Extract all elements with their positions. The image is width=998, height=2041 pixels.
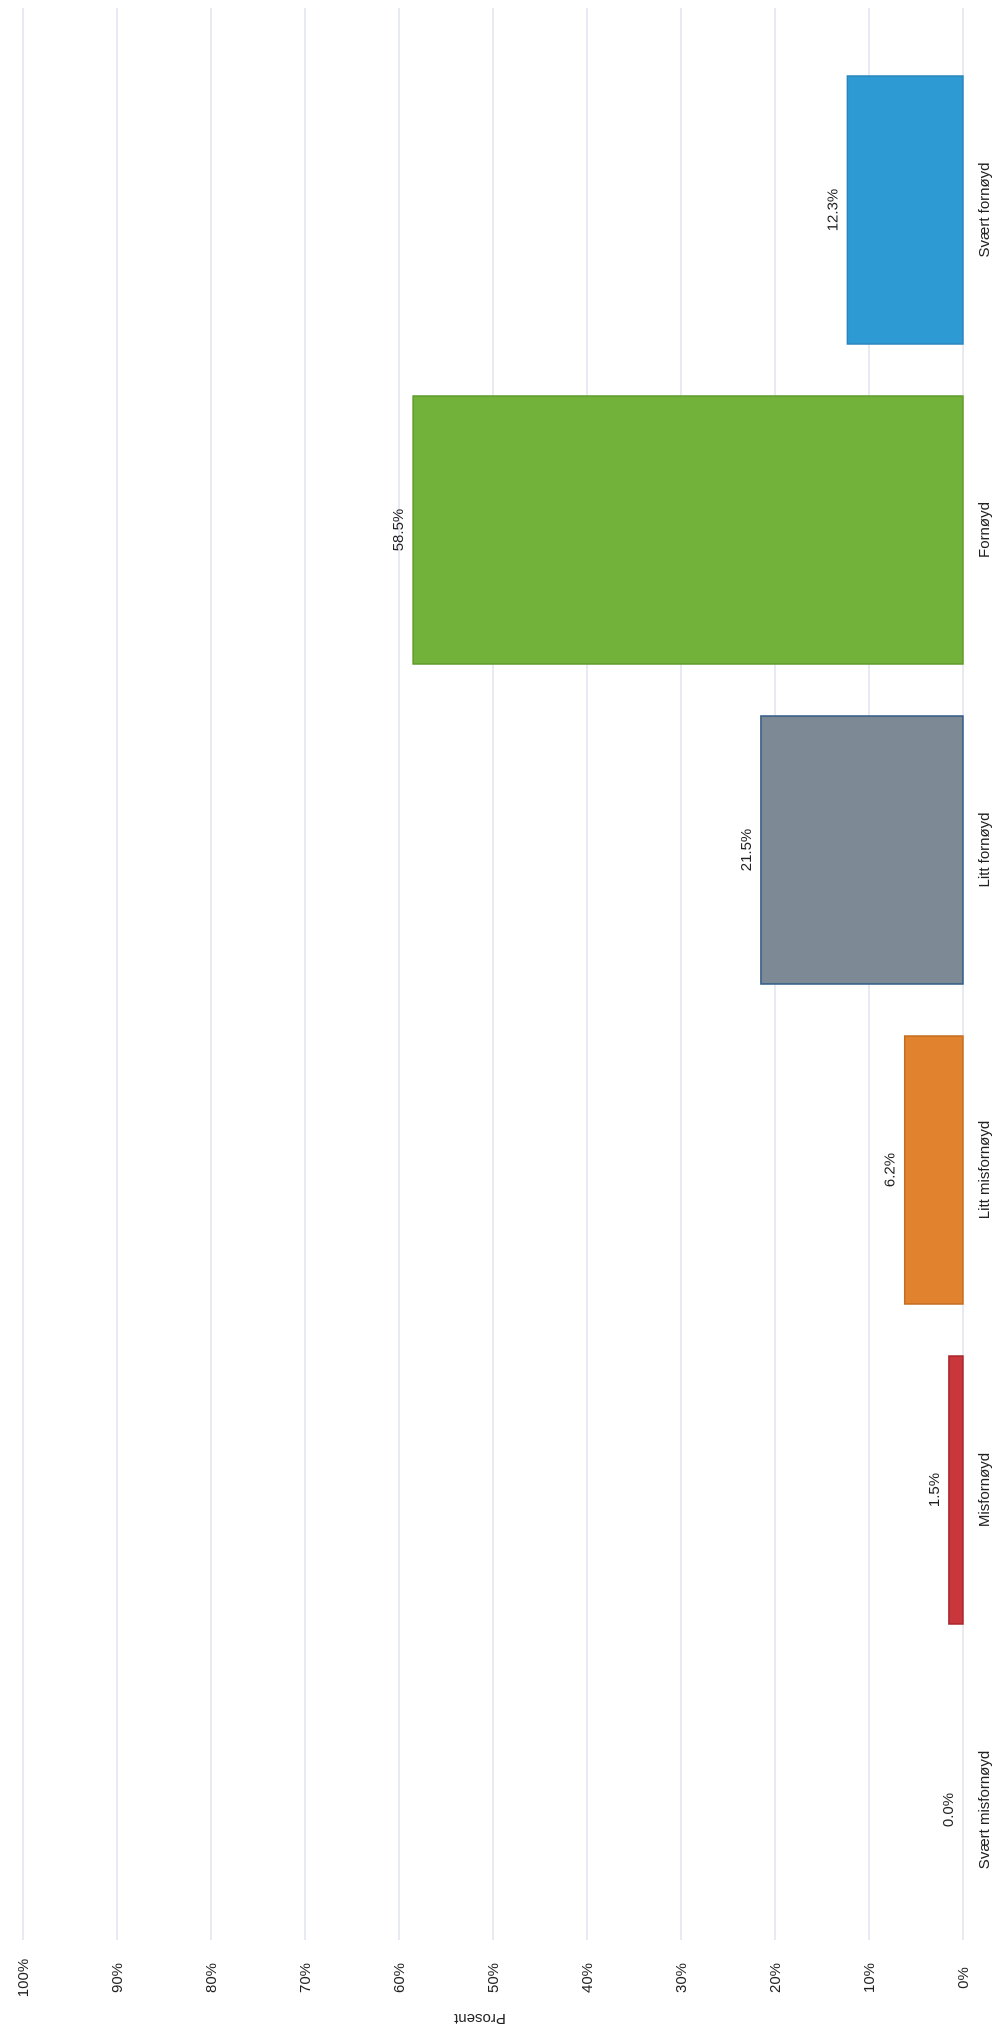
- y-axis-title: Prosent: [453, 2010, 506, 2027]
- y-tick-label: 50%: [485, 1963, 502, 1993]
- y-tick-label: 40%: [579, 1963, 596, 1993]
- data-label: 6.2%: [882, 1153, 899, 1187]
- data-label: 21.5%: [738, 829, 755, 872]
- bars: [412, 75, 964, 1625]
- y-axis-ticks: 0% 10% 20% 30% 40% 50% 60% 70% 80% 90% 100%: [15, 1959, 972, 1997]
- category-label: Litt fornøyd: [976, 812, 993, 887]
- category-label: Misfornøyd: [976, 1453, 993, 1527]
- bar: [903, 1035, 964, 1305]
- y-tick-label: 30%: [673, 1963, 690, 1993]
- bar: [760, 715, 964, 985]
- category-label: Litt misfornøyd: [976, 1121, 993, 1219]
- x-axis-categories: Svært fornøyd Fornøyd Litt fornøyd Litt mis…: [976, 162, 993, 1869]
- y-tick-label: 10%: [861, 1963, 878, 1993]
- y-tick-label: 80%: [203, 1963, 220, 1993]
- y-tick-label: 20%: [767, 1963, 784, 1993]
- bar: [846, 75, 964, 345]
- y-tick-label: 70%: [297, 1963, 314, 1993]
- y-tick-label: 100%: [15, 1959, 32, 1997]
- y-tick-label: 0%: [955, 1967, 972, 1989]
- data-label: 58.5%: [390, 509, 407, 552]
- category-label: Fornøyd: [976, 502, 993, 558]
- category-label: Svært fornøyd: [976, 162, 993, 257]
- category-label: Svært misfornøyd: [976, 1751, 993, 1869]
- y-tick-label: 60%: [391, 1963, 408, 1993]
- data-labels: 12.3% 58.5% 21.5% 6.2% 1.5% 0.0%: [390, 189, 957, 1827]
- data-label: 0.0%: [940, 1793, 957, 1827]
- y-tick-label: 90%: [109, 1963, 126, 1993]
- data-label: 12.3%: [824, 189, 841, 232]
- data-label: 1.5%: [926, 1473, 943, 1507]
- bar: [948, 1355, 964, 1625]
- bar: [412, 395, 964, 665]
